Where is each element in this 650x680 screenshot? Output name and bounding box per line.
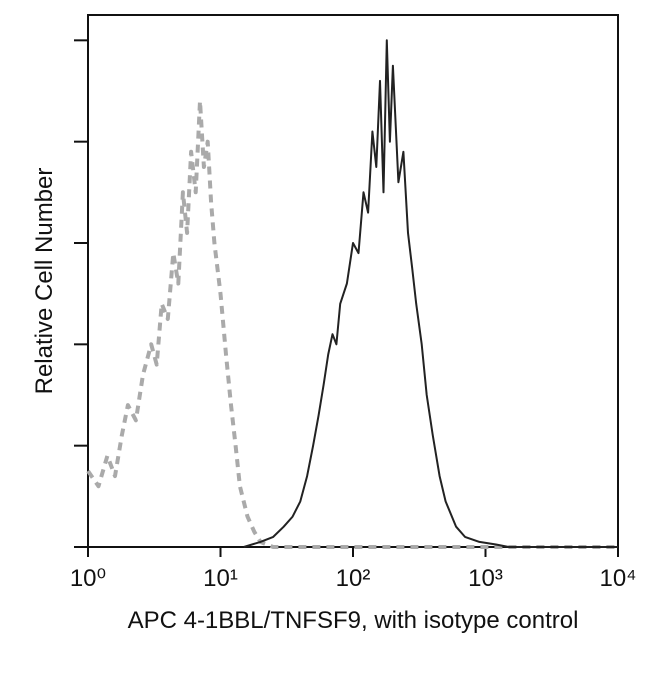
x-tick-label: 10² <box>336 565 371 592</box>
x-tick-label: 10³ <box>468 565 503 592</box>
x-tick-label: 10¹ <box>203 565 238 592</box>
histogram-line <box>86 99 618 549</box>
y-axis-title: Relative Cell Number <box>31 168 58 395</box>
x-tick-label: 10⁰ <box>70 565 106 592</box>
x-axis-title: APC 4-1BBL/TNFSF9, with isotype control <box>128 607 579 634</box>
histogram-line <box>243 39 618 548</box>
plot-frame <box>87 14 619 548</box>
x-tick-label: 10⁴ <box>599 565 636 592</box>
